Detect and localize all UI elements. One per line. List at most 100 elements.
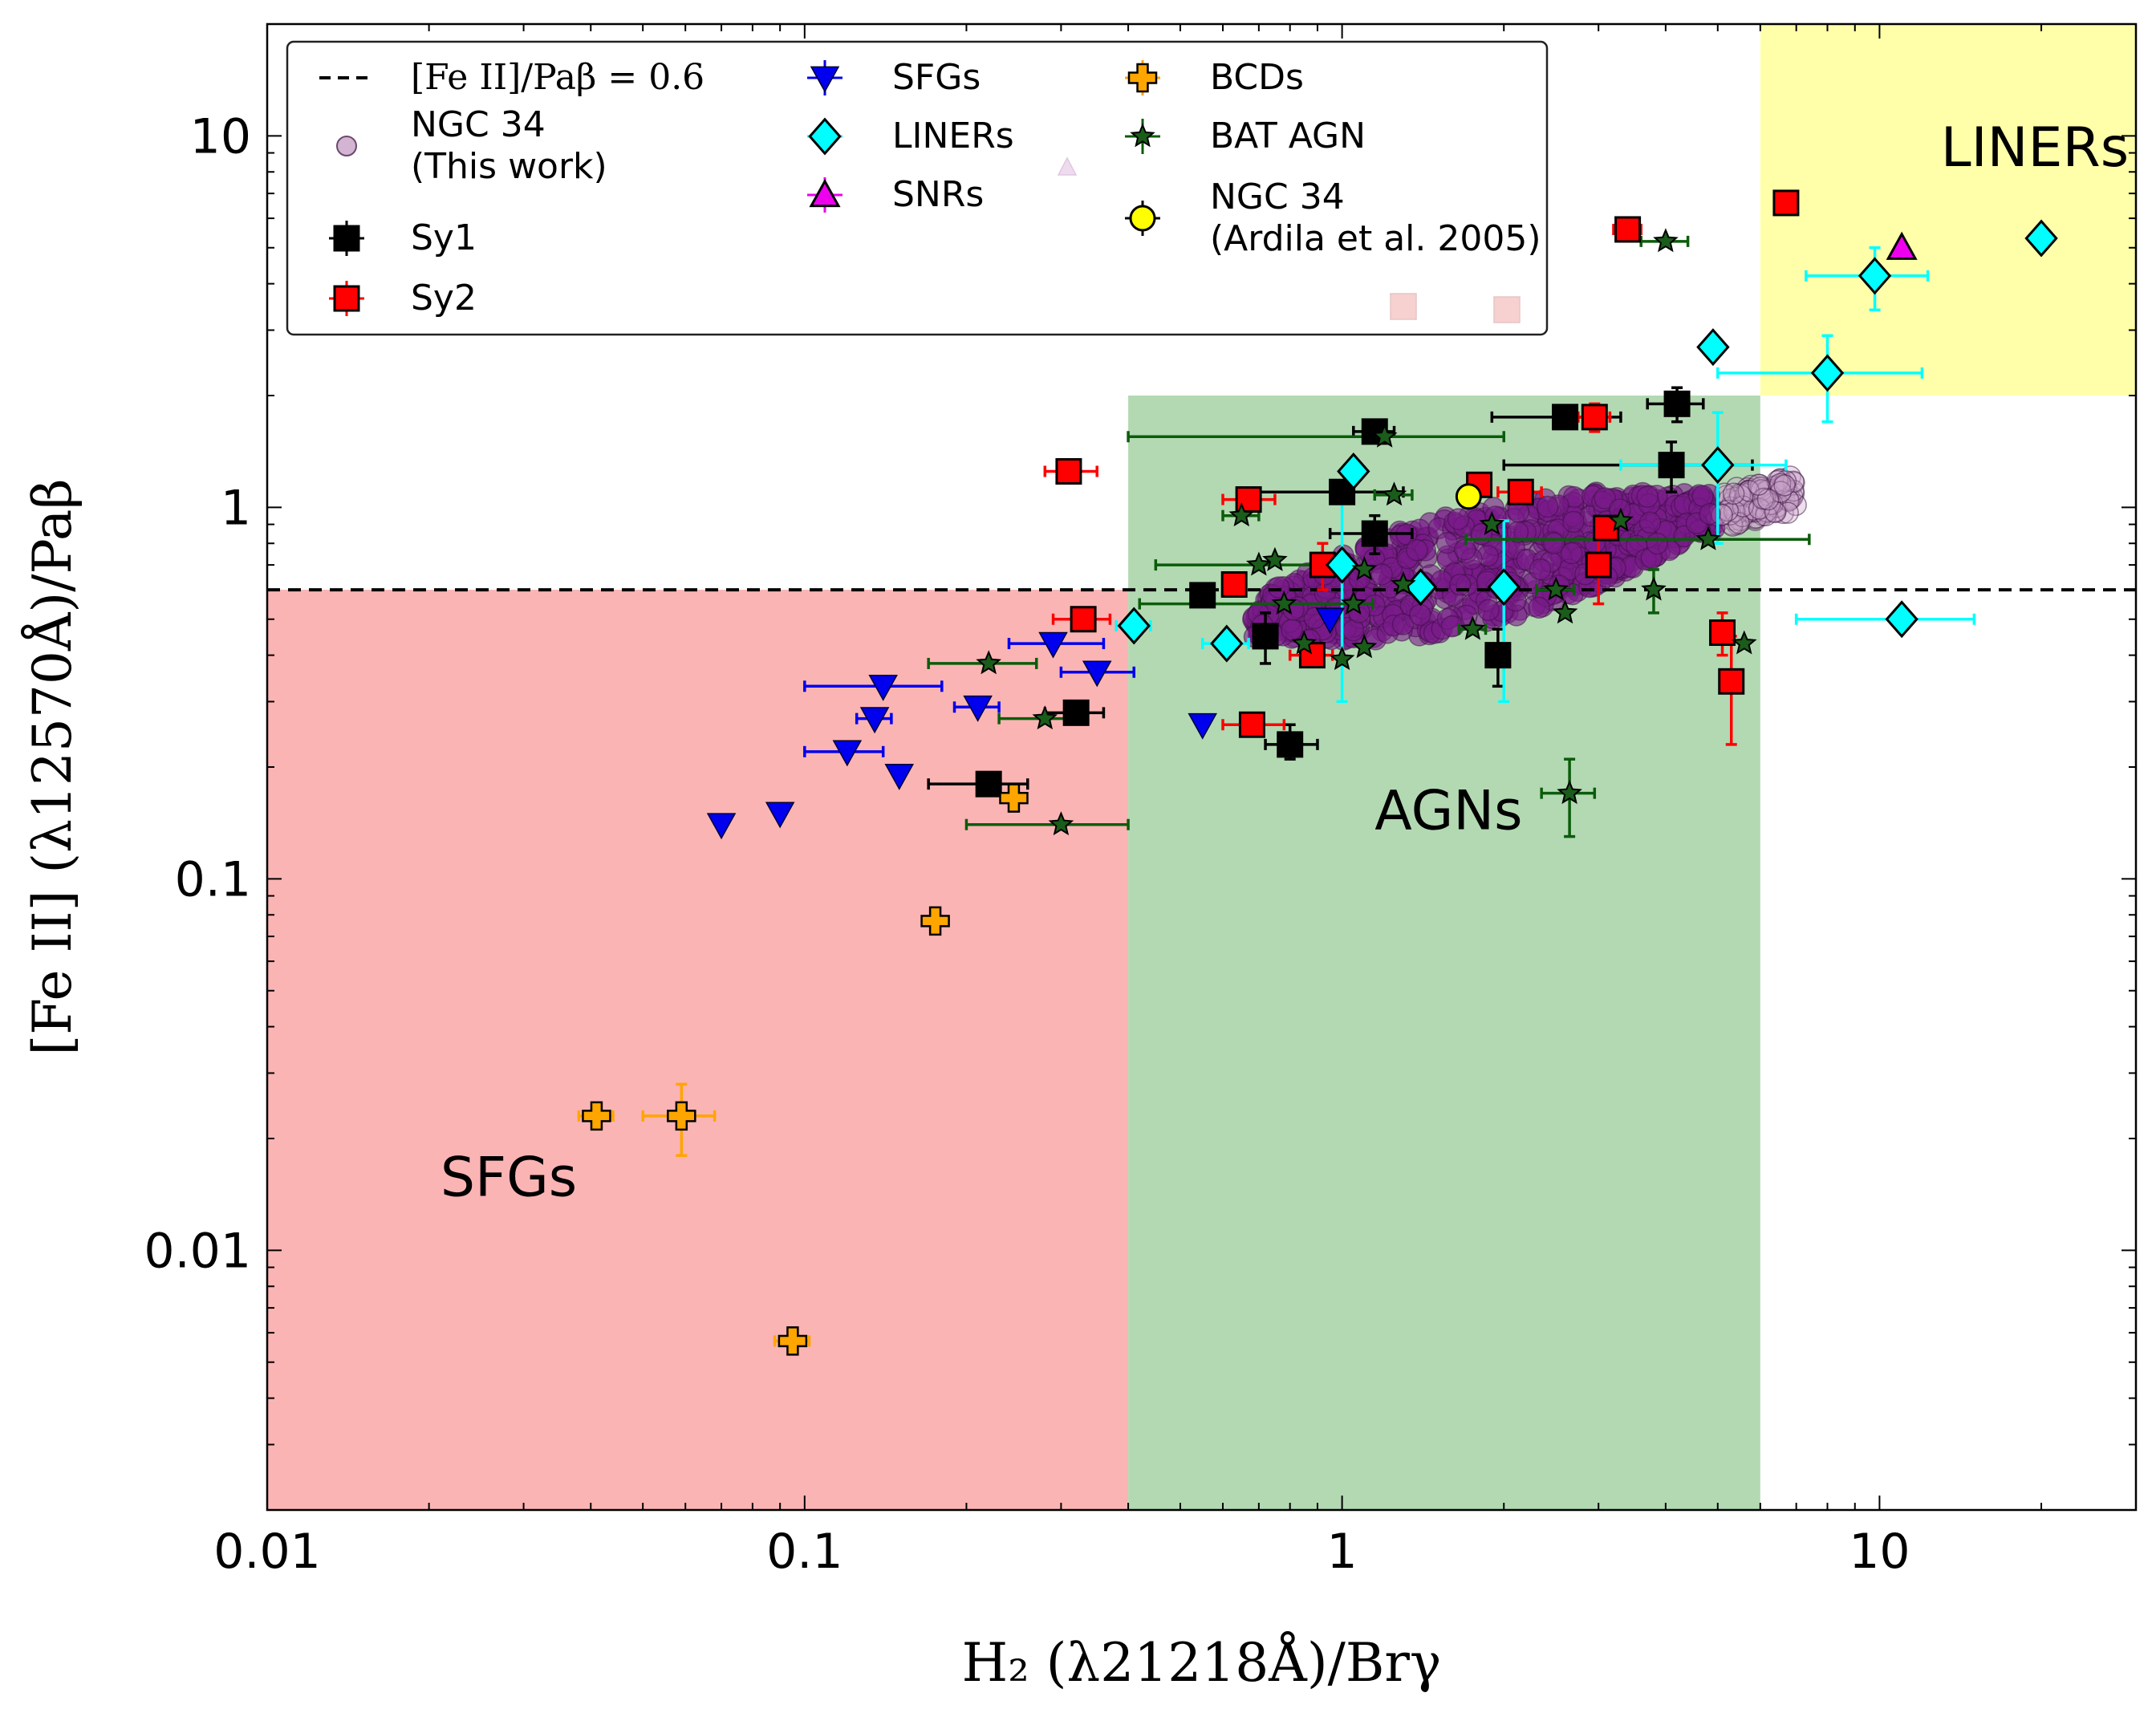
legend-label: NGC 34 <box>1210 177 1345 217</box>
bat-agn-point <box>1641 576 1667 601</box>
bcds-point <box>778 1326 808 1356</box>
bat-agn-point <box>1048 811 1074 836</box>
sfgs-point <box>1188 712 1217 740</box>
bat-agn-point <box>1381 481 1407 506</box>
bat-agn-point <box>1479 510 1505 535</box>
cloud-point <box>1638 511 1662 534</box>
region-label-agns: AGNs <box>1374 780 1522 843</box>
sy1-point <box>1329 478 1356 505</box>
region-labels: SFGs AGNs LINERs <box>441 116 2129 1210</box>
sfgs-point <box>1038 631 1068 659</box>
sy1-point <box>975 770 1002 798</box>
sfgs-point <box>884 763 915 790</box>
sfgs-point <box>765 802 795 829</box>
cloud-point <box>1406 538 1428 562</box>
tick-labels: 0.01 0.1 1 10 0.01 0.1 1 10 <box>144 108 1910 1580</box>
bat-agn-point <box>976 650 1001 675</box>
bat-agn-point <box>1262 546 1288 571</box>
sfgs-point <box>1082 660 1112 688</box>
sy2-point <box>1581 404 1608 431</box>
cloud-point <box>1636 485 1659 508</box>
sfgs-point <box>1315 607 1345 635</box>
bcds-point <box>582 1101 611 1131</box>
faint-square-marker <box>1493 296 1521 323</box>
legend-marker <box>1127 63 1158 93</box>
sfgs-point <box>706 813 737 840</box>
bat-agn-point <box>1228 502 1255 527</box>
region-label-liners: LINERs <box>1941 116 2129 180</box>
x-tick-label: 0.1 <box>766 1524 843 1580</box>
x-tick-label: 0.01 <box>213 1524 321 1580</box>
cloud-point <box>1560 542 1583 565</box>
legend-box <box>286 40 1549 336</box>
bat-agn-point <box>1341 590 1366 615</box>
legend-label: NGC 34 <box>411 104 546 145</box>
bat-agn-point <box>1245 551 1272 576</box>
cloud-point <box>1370 563 1393 586</box>
bat-agn-point <box>1460 615 1486 640</box>
legend-marker <box>810 66 840 93</box>
cloud-point <box>1722 482 1745 505</box>
liners-point <box>1210 624 1244 663</box>
liners-point <box>1325 546 1359 584</box>
sfgs-point <box>859 707 890 734</box>
legend-label: SNRs <box>892 174 984 215</box>
sy1-point <box>1189 582 1216 609</box>
cloud-point <box>1529 558 1552 581</box>
cloud-point <box>1699 502 1721 526</box>
legend-label: BCDs <box>1210 57 1304 98</box>
region-liners <box>1760 24 2136 396</box>
cloud-point <box>1267 576 1290 599</box>
bat-agn-point <box>1351 634 1378 659</box>
bcds-point <box>999 783 1029 813</box>
markers <box>582 189 2058 1356</box>
sy2-point <box>1614 216 1642 243</box>
snrs-point <box>1886 231 1918 260</box>
faint-square-marker <box>1390 293 1417 320</box>
legend-label-line2: (This work) <box>411 146 607 187</box>
legend-marker <box>333 285 360 312</box>
liners-point <box>1117 607 1151 645</box>
sy2-point <box>1238 711 1265 738</box>
cloud-point <box>1447 508 1470 530</box>
sfgs-point <box>832 740 863 767</box>
bcds-point <box>920 906 950 936</box>
sy2-point <box>1718 668 1745 695</box>
bat-agn-point <box>1271 590 1297 615</box>
y-tick-label: 0.01 <box>144 1223 251 1279</box>
sy2-point <box>1585 551 1612 578</box>
cloud-point <box>1409 603 1431 627</box>
legend-label: LINERs <box>892 116 1014 156</box>
sy1-point <box>1361 520 1388 547</box>
cloud-point <box>1747 473 1770 496</box>
legend-marker <box>333 225 360 252</box>
cloud-point <box>1536 495 1559 518</box>
cloud-point <box>1477 599 1500 622</box>
liners-point <box>1337 452 1370 491</box>
bat-agn-point <box>1371 423 1398 448</box>
bat-agn-point <box>1552 599 1578 624</box>
bcds-point <box>667 1101 696 1131</box>
sfgs-point <box>868 674 898 701</box>
sy1-point <box>1252 623 1279 650</box>
liners-point <box>1885 600 1918 639</box>
x-axis-label: H₂ (λ21218Å)/Brγ <box>962 1632 1442 1694</box>
legend-label-line2: (Ardila et al. 2005) <box>1210 218 1541 259</box>
cloud-point <box>1784 493 1807 517</box>
legend-marker <box>809 178 841 208</box>
y-axis-label: [Fe II] (λ12570Å)/Paβ <box>22 479 83 1056</box>
bat-agn-point <box>1291 630 1318 655</box>
sy1-point <box>1277 731 1304 758</box>
legend-marker <box>1129 205 1156 232</box>
sy2-point <box>1220 570 1248 598</box>
sy2-point <box>1055 458 1082 485</box>
x-tick-label: 1 <box>1327 1524 1358 1580</box>
legend-label: [Fe II]/Paβ = 0.6 <box>411 57 704 98</box>
sy1-point <box>1658 452 1685 479</box>
axis-ticks <box>266 23 2137 1511</box>
legend-marker <box>1130 123 1155 148</box>
bat-agn-point <box>1731 630 1757 655</box>
cloud-point <box>1594 487 1616 509</box>
